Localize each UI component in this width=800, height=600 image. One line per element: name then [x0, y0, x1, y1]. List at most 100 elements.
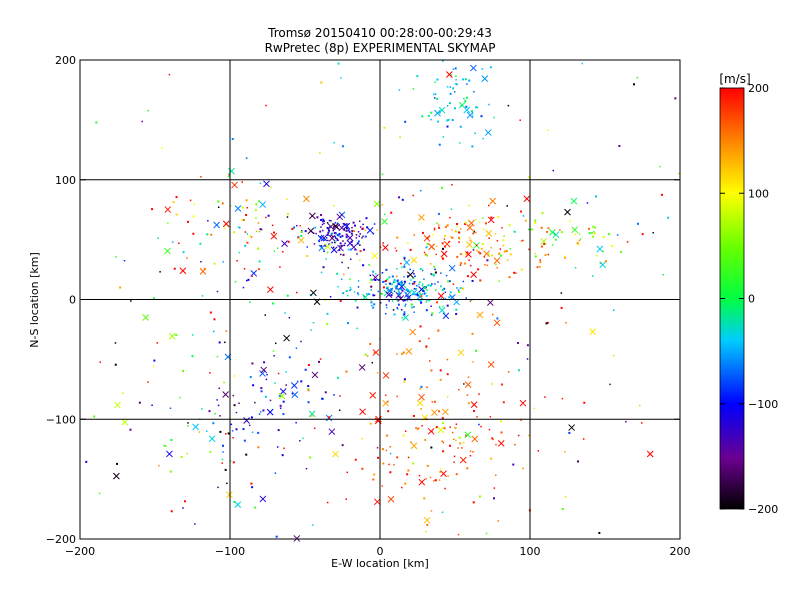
data-point	[403, 299, 406, 302]
data-point	[336, 239, 338, 241]
data-point	[282, 413, 285, 416]
data-point	[287, 240, 290, 243]
data-point	[359, 250, 362, 253]
data-point	[467, 376, 470, 378]
data-point	[464, 431, 472, 439]
data-point	[228, 174, 231, 176]
data-point	[492, 497, 495, 500]
data-point	[330, 234, 332, 237]
data-point	[345, 229, 348, 232]
data-point	[383, 126, 386, 129]
data-point	[480, 425, 482, 428]
data-point	[528, 248, 530, 251]
data-point	[403, 256, 406, 259]
data-point	[198, 431, 201, 433]
data-point	[442, 408, 449, 416]
data-point	[539, 261, 542, 264]
data-point	[95, 121, 98, 124]
data-point	[418, 214, 425, 221]
data-point	[201, 295, 204, 297]
data-point	[418, 299, 420, 301]
data-point	[471, 112, 474, 115]
data-point	[487, 216, 495, 224]
data-point	[331, 241, 333, 244]
data-point	[413, 311, 415, 313]
data-point	[441, 256, 444, 259]
data-point	[217, 404, 220, 407]
data-point	[193, 203, 196, 206]
data-point	[468, 237, 471, 239]
data-point	[225, 330, 228, 332]
data-point	[342, 253, 345, 256]
data-point	[328, 219, 331, 222]
data-point	[466, 467, 469, 470]
data-point	[437, 426, 445, 434]
data-point	[222, 391, 229, 398]
data-point	[346, 294, 349, 297]
data-point	[438, 226, 441, 229]
data-point	[334, 235, 336, 238]
data-point	[491, 437, 494, 440]
data-point	[354, 249, 356, 251]
data-point	[428, 337, 430, 340]
data-point	[464, 78, 467, 81]
data-point	[426, 242, 429, 245]
data-point	[425, 346, 427, 349]
data-point	[481, 68, 484, 70]
data-point	[462, 441, 465, 444]
data-point	[389, 471, 392, 474]
data-point	[446, 71, 453, 78]
data-point	[459, 238, 461, 241]
data-point	[443, 245, 446, 248]
data-point	[427, 236, 429, 239]
data-point	[531, 228, 534, 231]
data-point	[276, 247, 279, 249]
data-point	[114, 401, 121, 409]
data-point	[436, 245, 438, 248]
data-point	[407, 456, 410, 459]
data-point	[442, 60, 444, 62]
data-point	[469, 264, 472, 267]
data-point	[367, 293, 370, 295]
data-point	[426, 523, 429, 526]
data-point	[429, 263, 432, 265]
data-point	[533, 407, 535, 410]
data-point	[373, 303, 376, 306]
data-point	[538, 265, 541, 268]
data-point	[381, 485, 384, 487]
data-point	[339, 242, 342, 245]
data-point	[283, 334, 290, 342]
data-point	[437, 329, 440, 332]
data-point	[169, 470, 172, 473]
data-point	[227, 175, 230, 178]
data-point	[470, 271, 478, 278]
data-point	[564, 450, 566, 453]
data-point	[438, 106, 446, 114]
data-point	[421, 424, 423, 427]
data-point	[544, 396, 546, 398]
data-point	[286, 213, 289, 216]
data-point	[418, 283, 420, 286]
data-point	[387, 495, 395, 503]
data-point	[484, 222, 487, 225]
data-point	[366, 355, 369, 357]
data-point	[453, 455, 456, 458]
data-point	[431, 430, 433, 433]
data-point	[245, 199, 248, 202]
data-point	[338, 409, 341, 411]
data-point	[206, 233, 209, 236]
data-point	[250, 269, 258, 277]
data-point	[296, 224, 298, 227]
data-point	[262, 409, 265, 412]
data-point	[641, 422, 643, 424]
data-point	[418, 340, 421, 343]
data-point	[312, 321, 315, 324]
data-point	[263, 361, 266, 364]
data-point	[473, 409, 476, 412]
data-point	[444, 234, 447, 237]
data-point	[412, 194, 414, 197]
data-point	[373, 200, 381, 208]
data-point	[441, 417, 444, 420]
data-point	[322, 218, 325, 221]
data-point	[230, 423, 233, 426]
